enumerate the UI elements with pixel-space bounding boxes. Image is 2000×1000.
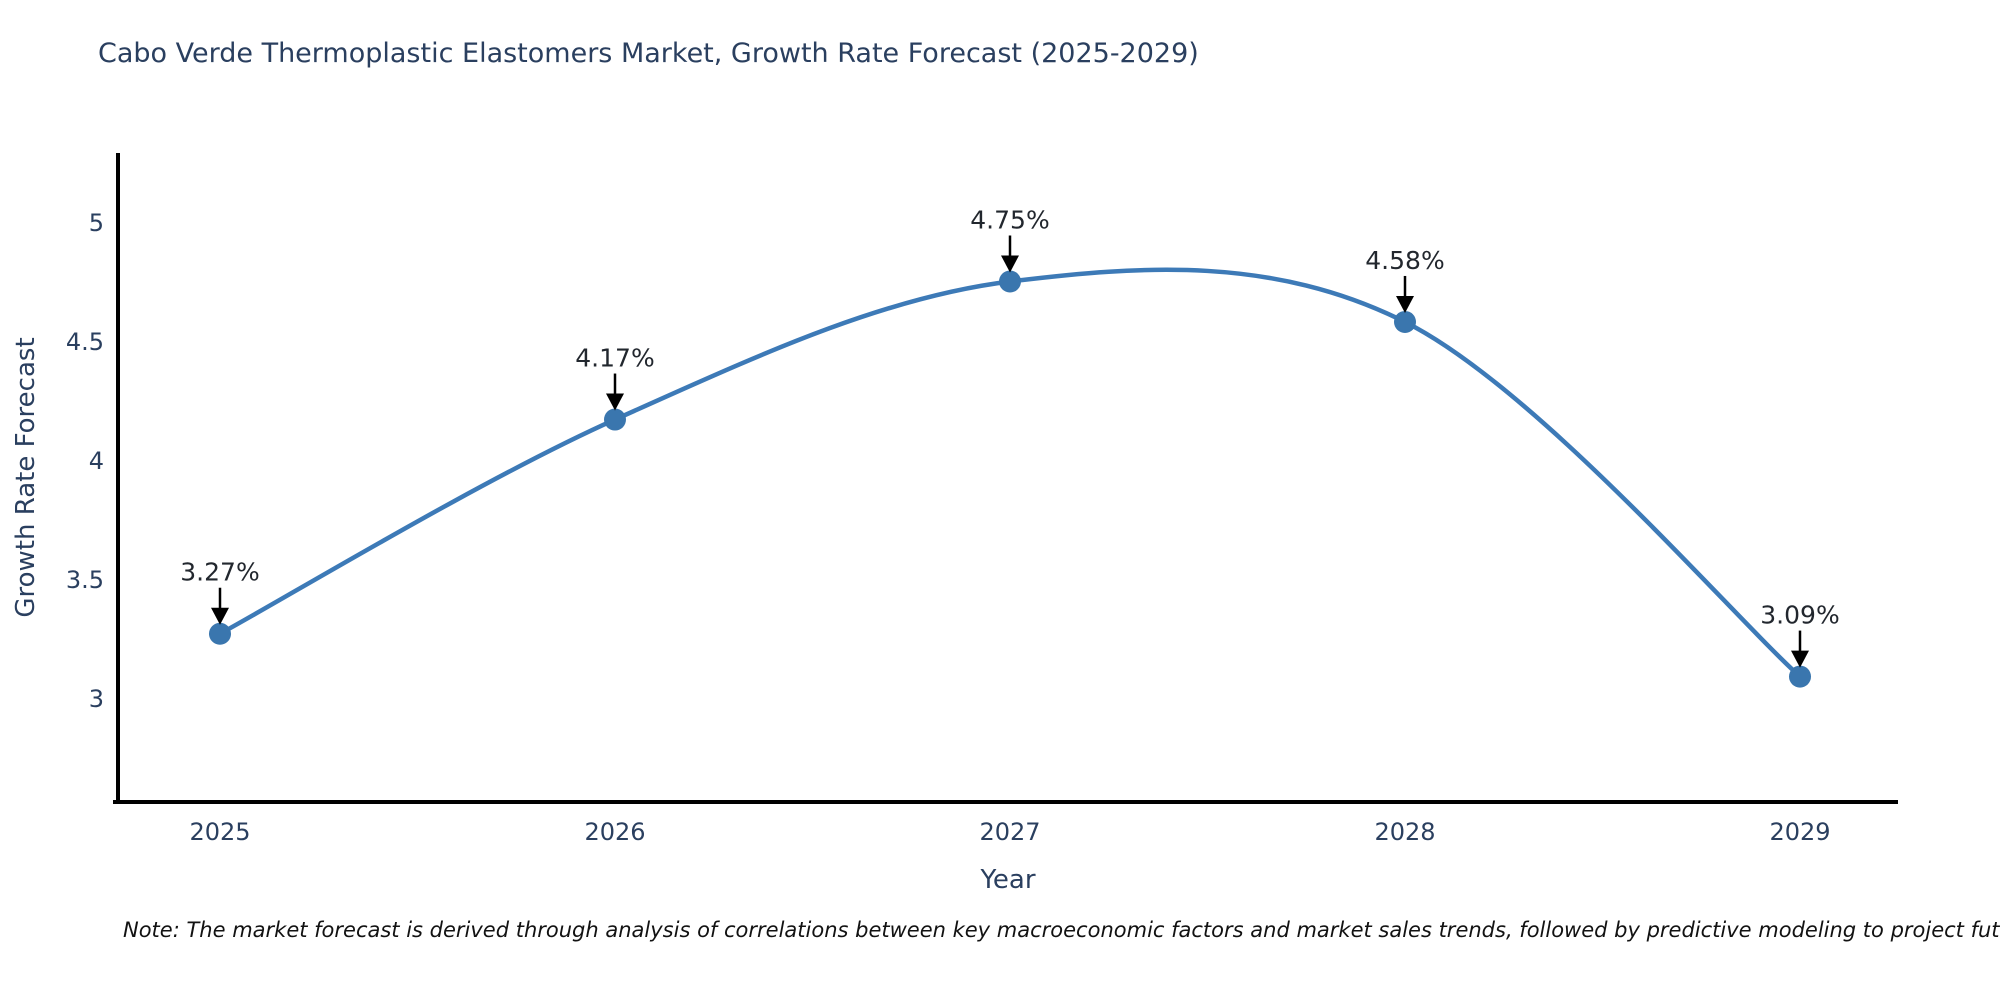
- annotation-arrowhead: [1396, 295, 1414, 313]
- data-point-marker: [999, 270, 1021, 293]
- x-tick-label: 2029: [1769, 818, 1830, 846]
- annotation-label: 4.17%: [575, 344, 654, 373]
- trend-line: [217, 267, 1803, 679]
- y-tick-label: 3.5: [66, 566, 104, 594]
- y-tick-label: 4: [89, 447, 104, 475]
- axis-lines: [113, 153, 1898, 804]
- footnote: Note: The market forecast is derived thr…: [123, 918, 2000, 942]
- annotation-label: 3.09%: [1760, 601, 1839, 630]
- x-tick-label: 2025: [189, 818, 250, 846]
- x-tick-label: 2026: [584, 818, 645, 846]
- x-tick-label: 2027: [979, 818, 1040, 846]
- annotation-arrowhead: [606, 393, 624, 411]
- data-point-marker: [1789, 665, 1811, 688]
- data-point-marker: [1394, 310, 1416, 333]
- chart-title: Cabo Verde Thermoplastic Elastomers Mark…: [98, 38, 1199, 69]
- annotation-arrowhead: [1791, 650, 1809, 668]
- annotation-label: 3.27%: [180, 558, 259, 587]
- y-tick-label: 4.5: [66, 328, 104, 356]
- data-point-marker: [604, 408, 626, 431]
- y-axis-title: Growth Rate Forecast: [11, 337, 41, 617]
- y-tick-label: 5: [89, 209, 104, 237]
- y-tick-label: 3: [89, 685, 104, 713]
- annotation-arrowhead: [211, 607, 229, 625]
- annotation-label: 4.58%: [1365, 246, 1444, 275]
- data-point-marker: [209, 622, 231, 645]
- x-tick-label: 2028: [1374, 818, 1435, 846]
- annotation-label: 4.75%: [970, 206, 1049, 235]
- x-axis-title: Year: [979, 865, 1035, 895]
- annotation-arrowhead: [1001, 255, 1019, 273]
